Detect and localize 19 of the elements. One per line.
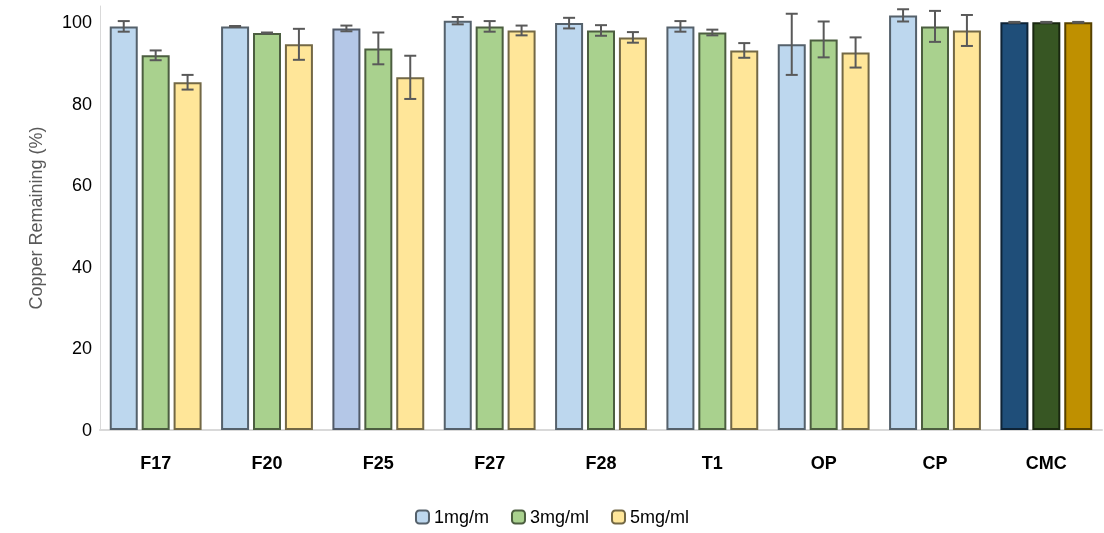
x-tick-label: F17 — [140, 453, 172, 473]
x-tick-label: F20 — [251, 453, 283, 473]
y-tick-label: 40 — [71, 256, 92, 277]
y-tick-label: 100 — [61, 12, 92, 33]
y-tick-label: 80 — [71, 93, 92, 114]
x-tick-label: F28 — [585, 453, 617, 473]
x-tick-label: F27 — [474, 453, 506, 473]
x-tick-label: CP — [922, 453, 948, 473]
x-tick-label: CMC — [1025, 453, 1067, 473]
y-tick-label: 60 — [71, 175, 92, 196]
y-tick-label: 20 — [71, 338, 92, 359]
legend-label: 1mg/m — [433, 507, 489, 527]
x-tick-label: F25 — [362, 453, 394, 473]
legend-label: 3mg/ml — [530, 507, 590, 527]
x-tick-label: T1 — [701, 453, 723, 473]
y-tick-label: 0 — [81, 420, 92, 440]
y-axis-title: Copper Remaining (%) — [26, 126, 46, 310]
legend-label: 5mg/ml — [630, 507, 690, 527]
x-tick-label: OP — [810, 453, 837, 473]
